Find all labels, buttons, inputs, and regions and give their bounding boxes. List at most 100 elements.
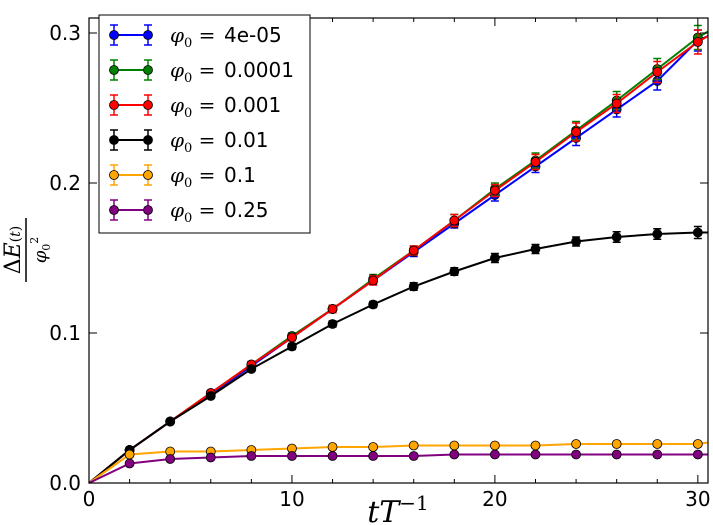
data-point [571, 127, 581, 137]
data-point [327, 442, 338, 452]
x-tick-label: 20 [482, 487, 507, 511]
data-point [449, 266, 460, 277]
data-point [490, 185, 500, 196]
legend-marker [143, 205, 153, 215]
legend-box [98, 14, 311, 234]
data-point [692, 227, 703, 238]
legend-marker [143, 100, 153, 110]
legend-label-value: 4e-05 [224, 23, 282, 47]
data-point [449, 449, 460, 460]
data-point [652, 229, 663, 239]
legend-marker [109, 100, 119, 110]
y-tick-label: 0.1 [49, 321, 81, 345]
legend-label-value: 0.1 [224, 163, 256, 187]
legend-marker [109, 170, 119, 180]
data-point [490, 440, 500, 451]
legend-entry-5: φ0 = 0.25 [109, 198, 269, 226]
data-point [530, 449, 541, 460]
legend-marker [109, 135, 119, 145]
data-point [287, 451, 297, 461]
data-point [692, 439, 703, 449]
data-point [611, 449, 622, 460]
legend-entry-0: φ0 = 4e-05 [109, 23, 282, 51]
data-point [530, 157, 541, 167]
legend-label-value: 0.01 [224, 128, 269, 152]
data-point [652, 449, 663, 460]
data-point [611, 439, 622, 449]
data-point [408, 440, 419, 451]
data-point [327, 451, 338, 461]
legend-marker [143, 135, 153, 145]
data-point [246, 451, 257, 461]
y-axis-label-denominator: φ02 [28, 237, 53, 264]
data-point [408, 281, 419, 292]
data-point [408, 451, 419, 461]
legend-entry-2: φ0 = 0.001 [109, 93, 281, 121]
data-point [571, 449, 581, 460]
x-tick-label: 30 [685, 487, 710, 511]
legend-marker [143, 30, 153, 40]
data-point [327, 319, 338, 329]
series-layer [88, 24, 709, 484]
data-point [571, 236, 581, 247]
x-tick-label: 10 [279, 487, 304, 511]
data-point [530, 440, 541, 451]
axis-layer: 0 10 20 30 0.0 0.1 0.2 0.3 tT−1 ΔE(t)φ02 [1, 17, 711, 525]
series-5 [88, 449, 708, 484]
data-point [287, 341, 297, 352]
data-point [246, 364, 257, 374]
legend-label-symbol: φ0 = [170, 58, 215, 86]
y-axis-label-numerator: ΔE(t) [1, 226, 26, 275]
y-tick-label: 0.2 [49, 171, 81, 195]
legend-label-symbol: φ0 = [170, 93, 215, 121]
legend-label-value: 0.25 [224, 198, 269, 222]
y-tick-label: 0.3 [49, 21, 81, 45]
data-point [368, 275, 379, 286]
data-point [490, 253, 500, 263]
series-4 [88, 439, 709, 484]
data-point [124, 449, 135, 460]
data-point [327, 304, 338, 314]
data-point [652, 439, 663, 449]
x-tick-label: 0 [83, 487, 96, 511]
data-point [408, 245, 419, 256]
legend-label-symbol: φ0 = [170, 163, 215, 191]
legend-marker [109, 65, 119, 75]
data-point [652, 67, 663, 77]
data-point [205, 391, 216, 401]
y-axis-label: ΔE(t)φ02 [1, 218, 53, 282]
data-point [611, 98, 622, 109]
legend-marker [143, 65, 153, 75]
data-point [368, 299, 379, 310]
legend-entry-1: φ0 = 0.0001 [109, 58, 294, 86]
data-point [165, 454, 176, 464]
data-point [449, 215, 460, 226]
legend-marker [143, 170, 153, 180]
data-point [368, 451, 379, 461]
legend-marker [109, 30, 119, 40]
y-tick-label: 0.0 [49, 471, 81, 495]
data-point [165, 416, 176, 427]
data-point [287, 332, 297, 343]
legend-label-value: 0.001 [224, 93, 281, 117]
data-point [571, 439, 581, 449]
legend-marker [109, 205, 119, 215]
legend-entry-4: φ0 = 0.1 [109, 163, 256, 191]
legend-label-value: 0.0001 [224, 58, 294, 82]
legend-label-symbol: φ0 = [170, 23, 215, 51]
data-point [490, 449, 500, 460]
x-axis-label: tT−1 [367, 491, 429, 525]
plot-frame [88, 17, 709, 484]
data-point [611, 232, 622, 242]
legend-entry-3: φ0 = 0.01 [109, 128, 269, 156]
data-point [692, 37, 703, 47]
data-point [368, 442, 379, 452]
legend-label-symbol: φ0 = [170, 128, 215, 156]
data-point [205, 452, 216, 463]
data-point [530, 244, 541, 254]
data-point [124, 458, 135, 469]
legend-label-symbol: φ0 = [170, 198, 215, 226]
data-point [449, 440, 460, 451]
